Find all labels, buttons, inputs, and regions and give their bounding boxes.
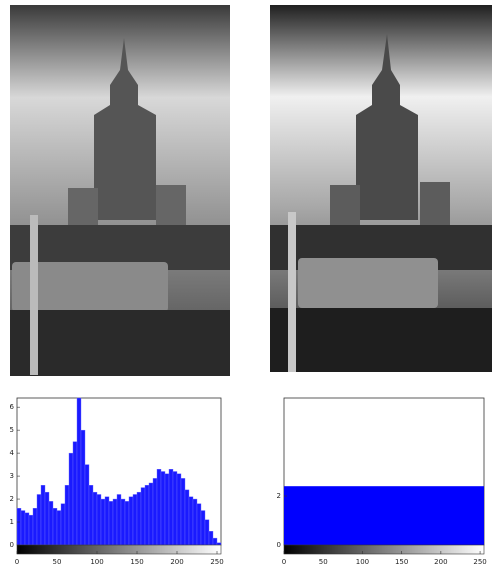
gray-colorbar — [284, 545, 484, 554]
figure: 0 1 2 3 4 5 6 0 50 100 150 200 250 0 2 0 50 100 150 200 250 — [0, 0, 498, 568]
y-tick-label: 2 — [277, 492, 281, 500]
x-tick-label: 200 — [170, 558, 183, 566]
histogram-bar — [189, 497, 193, 545]
histogram-bar — [97, 494, 101, 545]
histogram-bar — [117, 494, 121, 545]
x-tick-label: 200 — [434, 558, 447, 566]
histogram-bar — [109, 501, 113, 545]
x-tick-label: 150 — [130, 558, 143, 566]
histogram-bar — [33, 508, 37, 545]
x-tick-label: 250 — [210, 558, 223, 566]
histogram-bar — [21, 511, 25, 545]
histogram-bar — [141, 488, 145, 545]
histogram-bar — [157, 469, 161, 545]
y-tick-label: 5 — [10, 426, 14, 434]
y-tick-label: 2 — [10, 495, 14, 503]
histogram-bar — [121, 499, 125, 545]
original-photo — [10, 5, 230, 376]
histogram-bar — [65, 485, 69, 545]
histogram-bar — [125, 501, 129, 545]
y-tick-label: 6 — [10, 403, 15, 411]
x-tick-label: 50 — [53, 558, 62, 566]
histogram-bar — [61, 504, 65, 545]
equalized-photo — [270, 5, 492, 372]
histogram-bar — [25, 513, 29, 545]
y-tick-label: 0 — [10, 541, 14, 549]
histogram-bar — [197, 504, 201, 545]
histogram-bar — [85, 465, 89, 545]
histogram-bar — [153, 478, 157, 545]
histogram-bar — [81, 430, 85, 545]
histogram-bar — [69, 453, 73, 545]
histogram-bar — [173, 472, 177, 546]
x-tick-label: 150 — [395, 558, 408, 566]
histogram-bar — [105, 497, 109, 545]
histogram-bar — [161, 472, 165, 546]
histogram-bar — [93, 492, 97, 545]
histogram-bar — [209, 531, 213, 545]
histogram-bar — [193, 499, 197, 545]
histogram-bar — [73, 442, 77, 545]
histogram-bar — [177, 474, 181, 545]
histogram-bar — [133, 494, 137, 545]
histogram-bar — [101, 499, 105, 545]
y-tick-label: 4 — [10, 449, 15, 457]
y-tick-label: 1 — [10, 518, 14, 526]
histogram-bar — [113, 499, 117, 545]
histogram-bar — [89, 485, 93, 545]
histogram-bar — [45, 492, 49, 545]
histogram-bar — [149, 483, 153, 545]
histogram-bar — [284, 486, 484, 545]
histogram-bar — [129, 497, 133, 545]
histogram-bar — [205, 520, 209, 545]
histogram-bar — [217, 543, 221, 545]
histogram-bar — [137, 492, 141, 545]
x-tick-label: 100 — [90, 558, 103, 566]
histogram-bar — [37, 494, 41, 545]
histogram-bar — [53, 508, 57, 545]
histogram-bar — [145, 485, 149, 545]
histogram-bar — [57, 511, 61, 545]
histogram-bar — [181, 478, 185, 545]
x-tick-label: 250 — [473, 558, 486, 566]
histogram-bar — [185, 490, 189, 545]
x-tick-label: 0 — [282, 558, 286, 566]
histogram-bar — [77, 398, 81, 545]
y-tick-label: 3 — [10, 472, 14, 480]
histogram-bar — [49, 501, 53, 545]
x-tick-label: 50 — [319, 558, 328, 566]
histogram-bar — [169, 469, 173, 545]
histogram-bar — [213, 538, 217, 545]
histogram-bar — [17, 508, 21, 545]
x-tick-label: 100 — [356, 558, 369, 566]
gray-colorbar — [17, 545, 221, 554]
histogram-bar — [29, 515, 33, 545]
histogram-bar — [41, 485, 45, 545]
histogram-bar — [201, 511, 205, 545]
x-tick-label: 0 — [15, 558, 19, 566]
y-tick-label: 0 — [277, 541, 281, 549]
histogram-bar — [165, 474, 169, 545]
